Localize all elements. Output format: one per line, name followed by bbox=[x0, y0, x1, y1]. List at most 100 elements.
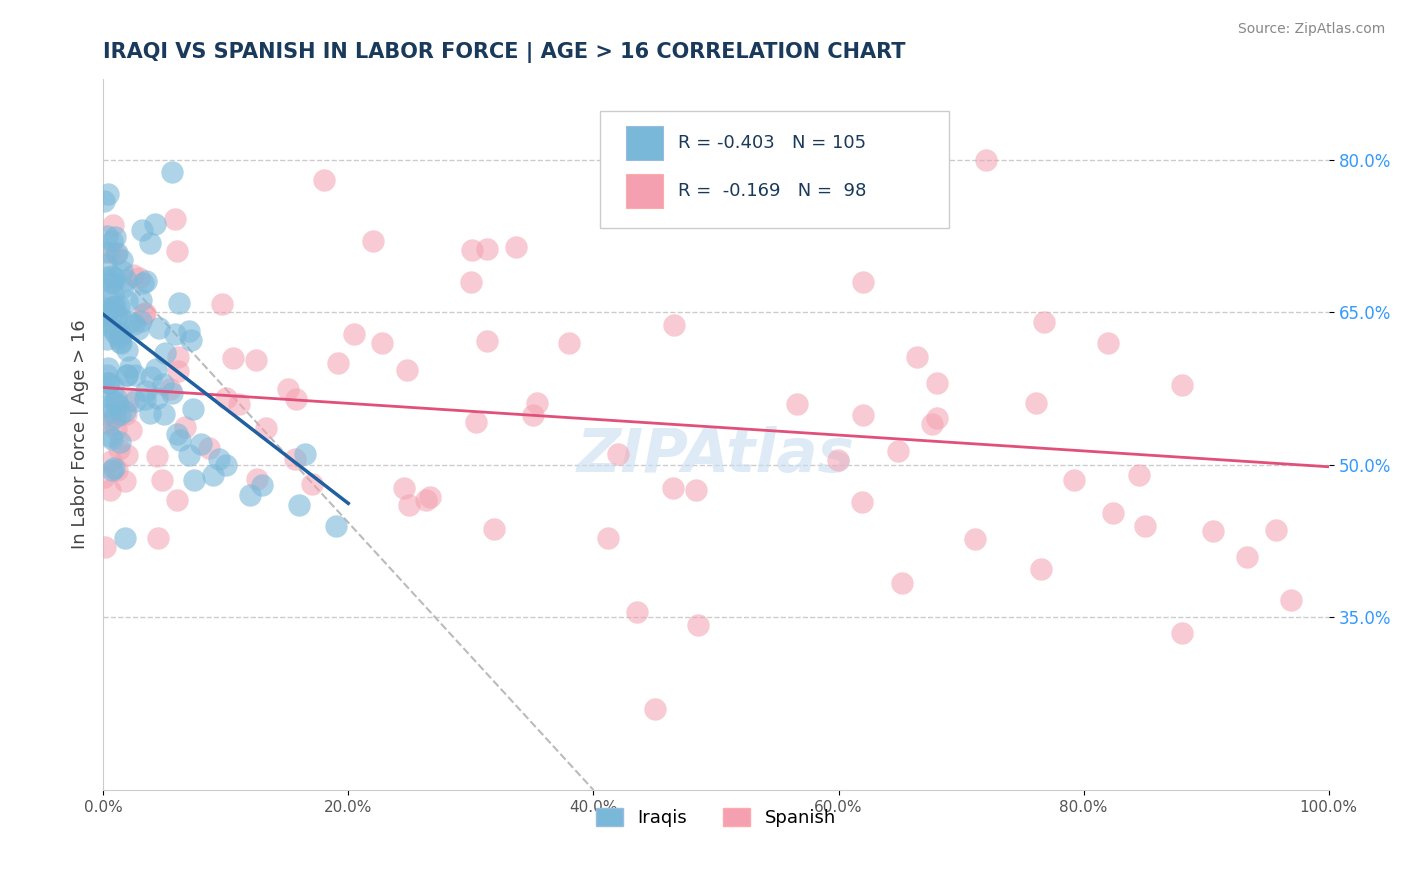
Point bbox=[294, 447, 316, 461]
Point bbox=[135, 384, 157, 398]
Point bbox=[211, 296, 233, 310]
Point bbox=[215, 391, 238, 405]
Point bbox=[135, 274, 157, 288]
Point bbox=[167, 350, 190, 364]
Point bbox=[1025, 396, 1047, 410]
Point bbox=[482, 522, 505, 536]
Point bbox=[94, 540, 117, 554]
Point bbox=[104, 394, 127, 409]
Point bbox=[117, 394, 139, 409]
Point bbox=[607, 447, 630, 461]
Point bbox=[93, 469, 115, 483]
Point bbox=[312, 173, 335, 187]
Point bbox=[108, 407, 131, 421]
Point bbox=[361, 234, 384, 248]
Point bbox=[145, 362, 167, 376]
Point bbox=[103, 378, 125, 392]
Point bbox=[160, 165, 183, 179]
Point bbox=[98, 244, 121, 259]
Point bbox=[245, 353, 267, 368]
Point bbox=[101, 432, 124, 446]
Point bbox=[159, 382, 181, 396]
Point bbox=[1031, 561, 1053, 575]
Point bbox=[252, 478, 274, 492]
Point bbox=[107, 398, 129, 412]
Point bbox=[925, 411, 948, 425]
Point bbox=[100, 412, 122, 426]
Point bbox=[558, 335, 581, 350]
Point bbox=[105, 247, 128, 261]
Point bbox=[963, 532, 986, 546]
Point bbox=[105, 246, 128, 260]
Point bbox=[143, 217, 166, 231]
Point bbox=[626, 605, 648, 619]
Point bbox=[111, 264, 134, 278]
Point bbox=[97, 186, 120, 201]
Point bbox=[97, 376, 120, 390]
FancyBboxPatch shape bbox=[599, 111, 949, 228]
Point bbox=[239, 488, 262, 502]
Point bbox=[166, 492, 188, 507]
Point bbox=[114, 404, 136, 418]
Point bbox=[505, 239, 527, 253]
Point bbox=[96, 368, 118, 383]
Point bbox=[1236, 550, 1258, 565]
Point bbox=[166, 427, 188, 442]
Point bbox=[115, 272, 138, 286]
Point bbox=[122, 268, 145, 282]
Point bbox=[460, 275, 482, 289]
Point bbox=[96, 332, 118, 346]
Point bbox=[103, 304, 125, 318]
Point bbox=[132, 307, 155, 321]
Point bbox=[134, 306, 156, 320]
Point bbox=[285, 392, 308, 406]
Point bbox=[686, 617, 709, 632]
Point bbox=[129, 314, 152, 328]
Point bbox=[465, 416, 488, 430]
Point bbox=[127, 321, 149, 335]
Point bbox=[370, 336, 392, 351]
Point bbox=[526, 396, 548, 410]
Point bbox=[94, 308, 117, 322]
Point bbox=[98, 483, 121, 498]
Point bbox=[148, 321, 170, 335]
Point bbox=[100, 321, 122, 335]
Bar bbox=[627, 174, 664, 208]
Point bbox=[93, 408, 115, 422]
Point bbox=[110, 336, 132, 351]
Point bbox=[101, 218, 124, 232]
Point bbox=[115, 293, 138, 308]
Point bbox=[132, 276, 155, 290]
Point bbox=[94, 305, 117, 319]
Point bbox=[392, 481, 415, 495]
Point bbox=[93, 316, 115, 330]
Point bbox=[415, 492, 437, 507]
Point bbox=[221, 351, 243, 365]
Point bbox=[97, 291, 120, 305]
Point bbox=[97, 417, 120, 431]
Point bbox=[160, 385, 183, 400]
Point bbox=[98, 376, 121, 391]
Point bbox=[328, 356, 350, 370]
Point bbox=[98, 429, 121, 443]
Point bbox=[108, 330, 131, 344]
Point bbox=[103, 300, 125, 314]
Point bbox=[115, 343, 138, 357]
Point bbox=[254, 421, 277, 435]
Point bbox=[925, 376, 948, 391]
Point bbox=[190, 437, 212, 451]
Point bbox=[124, 368, 146, 383]
Point bbox=[1201, 524, 1223, 539]
Point bbox=[124, 317, 146, 331]
Point bbox=[110, 252, 132, 267]
Point bbox=[174, 419, 197, 434]
Point bbox=[852, 408, 875, 422]
Point bbox=[1063, 473, 1085, 487]
Point bbox=[169, 434, 191, 448]
Point bbox=[139, 370, 162, 384]
Text: R =  -0.169   N =  98: R = -0.169 N = 98 bbox=[678, 182, 866, 200]
Point bbox=[104, 326, 127, 340]
Point bbox=[461, 243, 484, 257]
Point bbox=[1097, 335, 1119, 350]
Point bbox=[96, 257, 118, 271]
